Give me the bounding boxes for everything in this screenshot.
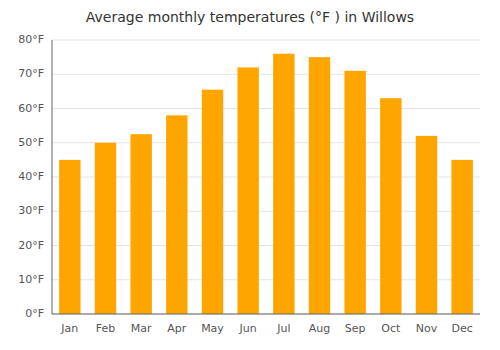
chart: 0°F 10°F 20°F 30°F 40°F 50°F 60°F 70°F 80°F Jan Fe…: [0, 0, 500, 350]
bar: [237, 67, 258, 314]
x-axis-line: [52, 314, 480, 315]
x-tick-label: Jul: [276, 322, 290, 335]
y-tick-label: 50°F: [18, 136, 44, 149]
bar: [273, 54, 294, 314]
grid-line: [52, 314, 480, 315]
x-tick-label: Sep: [345, 322, 366, 335]
y-tick-label: 20°F: [18, 239, 44, 252]
chart-container: 0°F 10°F 20°F 30°F 40°F 50°F 60°F 70°F 80°F Jan Fe…: [0, 0, 500, 350]
bar: [380, 98, 401, 314]
x-tick-label: Oct: [381, 322, 401, 335]
bar: [344, 71, 365, 314]
bar: [130, 134, 151, 314]
x-tick-label: Mar: [131, 322, 152, 335]
y-tick-label: 60°F: [18, 102, 44, 115]
x-tick-label: Feb: [96, 322, 115, 335]
x-axis: Jan Feb Mar Apr May Jun Jul Aug Sep Oct Nov Dec: [60, 322, 472, 335]
bars: [59, 54, 473, 314]
y-tick-label: 0°F: [25, 307, 44, 320]
x-tick-label: Nov: [416, 322, 438, 335]
grid: [52, 40, 480, 314]
bar: [451, 160, 472, 314]
bar: [309, 57, 330, 314]
x-tick-label: Aug: [309, 322, 330, 335]
x-tick-label: May: [201, 322, 224, 335]
bar: [416, 136, 437, 314]
y-tick-label: 40°F: [18, 170, 44, 183]
grid-line: [52, 40, 480, 41]
y-tick-label: 70°F: [18, 67, 44, 80]
grid-line: [52, 74, 480, 75]
y-axis-line: [52, 40, 53, 314]
bar: [166, 115, 187, 314]
bar: [59, 160, 80, 314]
grid-line: [52, 108, 480, 109]
x-tick-label: Dec: [452, 322, 473, 335]
y-tick-label: 30°F: [18, 204, 44, 217]
x-tick-label: Jan: [60, 322, 78, 335]
x-tick-label: Apr: [167, 322, 187, 335]
y-axis: 0°F 10°F 20°F 30°F 40°F 50°F 60°F 70°F 80°F: [18, 33, 44, 320]
bar: [95, 143, 116, 314]
bar: [202, 90, 223, 314]
y-tick-label: 10°F: [18, 273, 44, 286]
title: Average monthly temperatures (°F ) in Wi…: [86, 9, 414, 25]
x-tick-label: Jun: [239, 322, 257, 335]
y-tick-label: 80°F: [18, 33, 44, 46]
